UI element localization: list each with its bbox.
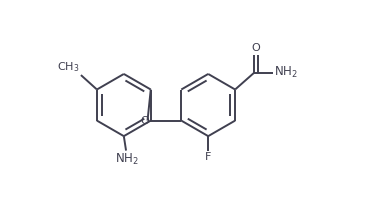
Text: NH$_2$: NH$_2$: [115, 152, 139, 167]
Text: F: F: [205, 152, 211, 162]
Text: O: O: [141, 116, 149, 126]
Text: O: O: [251, 43, 260, 53]
Text: NH$_2$: NH$_2$: [274, 65, 298, 80]
Text: CH$_3$: CH$_3$: [57, 60, 80, 74]
